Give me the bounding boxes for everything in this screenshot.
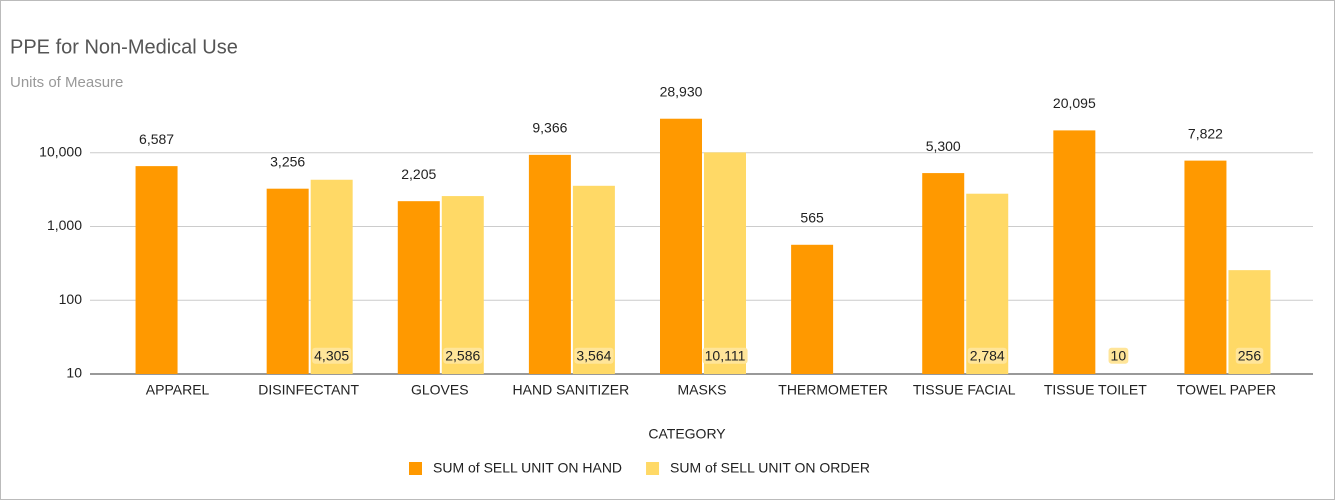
x-tick-label: DISINFECTANT: [258, 382, 359, 398]
label-bg: [312, 347, 352, 364]
y-tick-label: 100: [59, 291, 83, 307]
data-label: 28,930: [660, 83, 703, 99]
data-label: 10,111: [705, 348, 746, 364]
data-label: 20,095: [1053, 95, 1096, 111]
bar: [704, 152, 746, 374]
label-bg: [1235, 347, 1264, 364]
data-label: 2,205: [401, 166, 436, 182]
data-label: 5,300: [926, 138, 961, 154]
legend-label: SUM of SELL UNIT ON HAND: [433, 460, 622, 476]
x-tick-label: GLOVES: [411, 382, 469, 398]
bar: [441, 196, 484, 374]
data-label: 2,784: [970, 348, 1005, 364]
data-label: 10: [1111, 348, 1127, 364]
chart-subtitle: Units of Measure: [10, 74, 123, 91]
x-tick-label: HAND SANITIZER: [513, 382, 630, 398]
legend-swatch: [409, 462, 422, 475]
data-label: 3,564: [576, 348, 611, 364]
legend-label: SUM of SELL UNIT ON ORDER: [670, 460, 870, 476]
x-axis-label: CATEGORY: [648, 426, 726, 442]
bar: [397, 201, 440, 374]
label-bg: [967, 347, 1007, 364]
label-bg: [443, 347, 483, 364]
bar: [922, 173, 965, 374]
bar: [791, 244, 834, 374]
bar: [528, 154, 571, 374]
bar: [966, 193, 1009, 374]
x-tick-label: MASKS: [677, 382, 726, 398]
bar: [660, 118, 702, 374]
label-bg: [1108, 347, 1129, 364]
data-label: 565: [800, 209, 824, 225]
data-label: 4,305: [314, 348, 349, 364]
label-bg: [702, 347, 748, 364]
y-tick-label: 10,000: [39, 143, 82, 159]
bar: [266, 188, 309, 374]
x-tick-label: THERMOMETER: [778, 382, 888, 398]
data-label: 9,366: [532, 120, 567, 136]
label-bg: [574, 347, 614, 364]
bar: [310, 179, 353, 374]
chart-title: PPE for Non-Medical Use: [10, 36, 238, 58]
bar: [572, 185, 615, 374]
data-label: 3,256: [270, 153, 305, 169]
x-tick-label: TOWEL PAPER: [1177, 382, 1276, 398]
data-label: 6,587: [139, 131, 174, 147]
data-label: 7,822: [1188, 125, 1223, 141]
x-tick-label: TISSUE TOILET: [1044, 382, 1147, 398]
bar: [135, 166, 178, 374]
x-tick-label: APPAREL: [146, 382, 210, 398]
x-tick-label: TISSUE FACIAL: [913, 382, 1016, 398]
bar: [1184, 160, 1227, 374]
data-label: 2,586: [445, 348, 480, 364]
data-label: 256: [1238, 348, 1262, 364]
y-tick-label: 10: [66, 365, 82, 381]
legend-swatch: [646, 462, 660, 475]
y-tick-label: 1,000: [47, 217, 82, 233]
bar: [1053, 130, 1096, 374]
